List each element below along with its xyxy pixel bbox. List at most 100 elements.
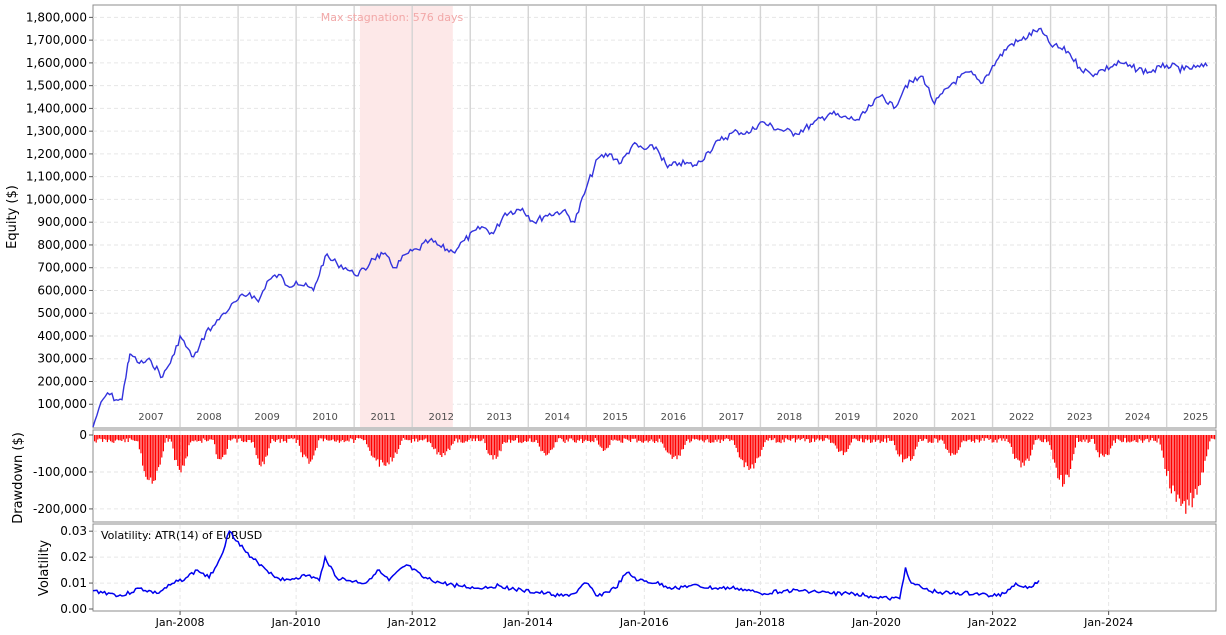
drawdown-bar	[137, 435, 139, 442]
year-label: 2018	[777, 412, 802, 423]
drawdown-bar	[511, 435, 513, 441]
drawdown-bar	[554, 435, 556, 443]
drawdown-bar	[260, 435, 262, 467]
drawdown-bar	[126, 435, 128, 439]
drawdown-bar	[596, 435, 598, 441]
drawdown-bar	[870, 435, 872, 443]
drawdown-bar	[231, 435, 233, 440]
drawdown-bar	[986, 435, 988, 439]
drawdown-bar	[847, 435, 849, 449]
drawdown-bar	[1210, 435, 1212, 439]
drawdown-bar	[135, 435, 137, 441]
drawdown-bar	[602, 435, 604, 451]
year-label: 2024	[1125, 412, 1150, 423]
drawdown-bar	[284, 435, 286, 441]
drawdown-bar	[1044, 435, 1046, 440]
drawdown-bar	[767, 435, 769, 441]
drawdown-bar	[1087, 435, 1089, 443]
drawdown-bar	[881, 435, 883, 442]
drawdown-bar	[695, 435, 697, 439]
drawdown-bar	[154, 435, 156, 481]
drawdown-bar	[1001, 435, 1003, 441]
drawdown-bar	[1193, 435, 1195, 499]
drawdown-bar	[314, 435, 316, 451]
drawdown-bar	[1138, 435, 1140, 439]
drawdown-bar	[116, 435, 118, 440]
drawdown-bar	[1050, 435, 1052, 450]
drawdown-bar	[241, 435, 243, 441]
drawdown-bar	[170, 435, 172, 442]
drawdown-bar	[666, 435, 668, 453]
drawdown-bar	[1122, 435, 1124, 442]
drawdown-bar	[1058, 435, 1060, 480]
drawdown-bar	[1212, 435, 1214, 439]
drawdown-bar	[295, 435, 297, 443]
drawdown-bar	[1196, 435, 1198, 495]
equity-tick-label: 1,500,000	[26, 79, 87, 93]
drawdown-bar	[974, 435, 976, 443]
volatility-panel	[92, 523, 1217, 612]
drawdown-bar	[860, 435, 862, 439]
drawdown-bar	[340, 435, 342, 442]
drawdown-bar	[978, 435, 980, 443]
drawdown-bar	[638, 435, 640, 441]
drawdown-bar	[1041, 435, 1043, 442]
drawdown-bar	[1167, 435, 1169, 471]
drawdown-bar	[591, 435, 593, 442]
drawdown-bar	[503, 435, 505, 443]
drawdown-bar	[1094, 435, 1096, 444]
drawdown-bar	[793, 435, 795, 439]
drawdown-bar	[582, 435, 584, 443]
drawdown-bar	[1047, 435, 1049, 442]
drawdown-bar	[1146, 435, 1148, 439]
drawdown-bar	[1161, 435, 1163, 451]
drawdown-bar	[1162, 435, 1164, 458]
drawdown-bar	[143, 435, 145, 472]
drawdown-bar	[164, 435, 166, 443]
drawdown-bar	[417, 435, 419, 442]
drawdown-bar	[174, 435, 176, 461]
drawdown-bar	[450, 435, 452, 446]
drawdown-bar	[1033, 435, 1035, 445]
drawdown-bar	[590, 435, 592, 443]
drawdown-bar	[783, 435, 785, 443]
drawdown-bar	[346, 435, 348, 441]
drawdown-bar	[182, 435, 184, 466]
drawdown-bar	[1209, 435, 1211, 442]
drawdown-bar	[505, 435, 507, 443]
equity-tick-label: 300,000	[37, 352, 87, 366]
drawdown-bar	[356, 435, 358, 438]
drawdown-bar	[898, 435, 900, 457]
drawdown-bar	[1204, 435, 1206, 461]
stagnation-band	[359, 6, 453, 427]
drawdown-bar	[279, 435, 281, 443]
drawdown-bar	[404, 435, 406, 440]
drawdown-axis-title: Drawdown ($)	[11, 432, 26, 524]
drawdown-bar	[455, 435, 457, 439]
equity-tick-label: 1,700,000	[26, 33, 87, 47]
drawdown-bars	[94, 435, 1216, 514]
drawdown-bar	[1009, 435, 1011, 444]
drawdown-bar	[468, 435, 470, 440]
drawdown-bar	[234, 435, 236, 439]
drawdown-bar	[911, 435, 913, 460]
drawdown-bar	[628, 435, 630, 441]
drawdown-bar	[409, 435, 411, 441]
drawdown-bar	[1110, 435, 1112, 449]
drawdown-bar	[172, 435, 174, 449]
drawdown-bar	[753, 435, 755, 469]
drawdown-bar	[270, 435, 272, 444]
drawdown-bar	[962, 435, 964, 441]
drawdown-bar	[953, 435, 955, 455]
drawdown-bar	[550, 435, 552, 451]
drawdown-bar	[929, 435, 931, 442]
drawdown-bar	[577, 435, 579, 441]
drawdown-bar	[266, 435, 268, 456]
drawdown-bar	[538, 435, 540, 447]
drawdown-bar	[1202, 435, 1204, 473]
drawdown-bar	[204, 435, 206, 440]
drawdown-bar	[932, 435, 934, 443]
drawdown-bar	[798, 435, 800, 439]
drawdown-bar	[446, 435, 448, 452]
drawdown-bar	[817, 435, 819, 439]
